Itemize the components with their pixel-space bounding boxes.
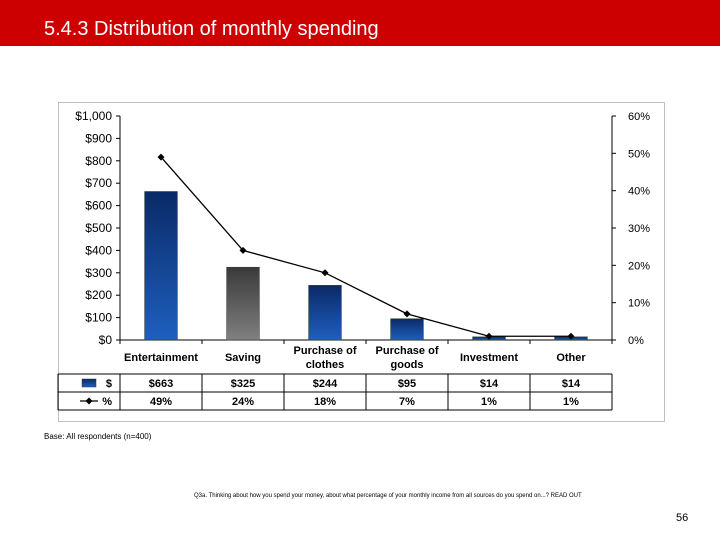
table-cell-percent: 7%: [399, 396, 415, 408]
y-left-tick-label: $900: [85, 131, 112, 145]
table-cell-percent: 49%: [150, 396, 172, 408]
category-label: Purchase of: [294, 345, 357, 357]
legend-key-marker: [85, 397, 93, 405]
category-label: goods: [391, 359, 424, 371]
percent-line: [160, 156, 571, 337]
percent-marker-2: [239, 246, 247, 254]
table-cell-dollar: $244: [313, 378, 338, 390]
percent-marker-4: [403, 310, 411, 318]
y-left-tick-label: $800: [85, 154, 112, 168]
bar-4: [390, 318, 424, 341]
y-right-tick-label: 40%: [628, 186, 650, 198]
percent-marker-1: [157, 153, 165, 161]
table-cell-dollar: $14: [562, 378, 581, 390]
table-cell-percent: 1%: [481, 396, 497, 408]
category-label: clothes: [306, 359, 345, 371]
y-left-tick-label: $100: [85, 311, 112, 325]
category-label: Saving: [225, 352, 261, 364]
y-right-tick-label: 50%: [628, 148, 650, 160]
table-cell-dollar: $14: [480, 378, 499, 390]
question-note: Q3a. Thinking about how you spend your m…: [194, 493, 582, 499]
base-note: Base: All respondents (n=400): [44, 432, 152, 441]
category-label: Other: [556, 352, 586, 364]
percent-marker-6: [567, 332, 575, 340]
table-cell-percent: 24%: [232, 396, 254, 408]
y-right-tick-label: 60%: [628, 111, 650, 123]
percent-marker-3: [321, 269, 329, 277]
header-bar: [0, 0, 720, 46]
table-cell-dollar: $95: [398, 378, 416, 390]
y-right-tick-label: 0%: [628, 335, 644, 347]
page-number: 56: [676, 512, 689, 524]
percent-marker-5: [485, 332, 493, 340]
y-left-tick-label: $400: [85, 243, 112, 257]
table-cell-percent: 1%: [563, 396, 579, 408]
y-left-tick-label: $0: [99, 333, 113, 347]
y-left-tick-label: $200: [85, 288, 112, 302]
y-right-tick-label: 20%: [628, 260, 650, 272]
category-label: Investment: [460, 352, 518, 364]
bar-1: [144, 191, 178, 341]
table-cell-percent: 18%: [314, 396, 336, 408]
y-right-tick-label: 10%: [628, 298, 650, 310]
y-left-tick-label: $600: [85, 199, 112, 213]
table-cell-dollar: $663: [149, 378, 173, 390]
bar-2: [226, 266, 260, 341]
legend-label: %: [102, 396, 112, 408]
legend-label: $: [106, 378, 112, 390]
bar-3: [308, 285, 342, 341]
category-label: Purchase of: [376, 345, 439, 357]
page-title: 5.4.3 Distribution of monthly spending: [44, 18, 379, 40]
y-left-tick-label: $1,000: [75, 109, 112, 123]
y-left-tick-label: $700: [85, 176, 112, 190]
y-left-tick-label: $300: [85, 266, 112, 280]
y-right-tick-label: 30%: [628, 223, 650, 235]
table-cell-dollar: $325: [231, 378, 255, 390]
y-left-tick-label: $500: [85, 221, 112, 235]
legend-key-bar: [81, 378, 97, 388]
category-label: Entertainment: [124, 352, 198, 364]
